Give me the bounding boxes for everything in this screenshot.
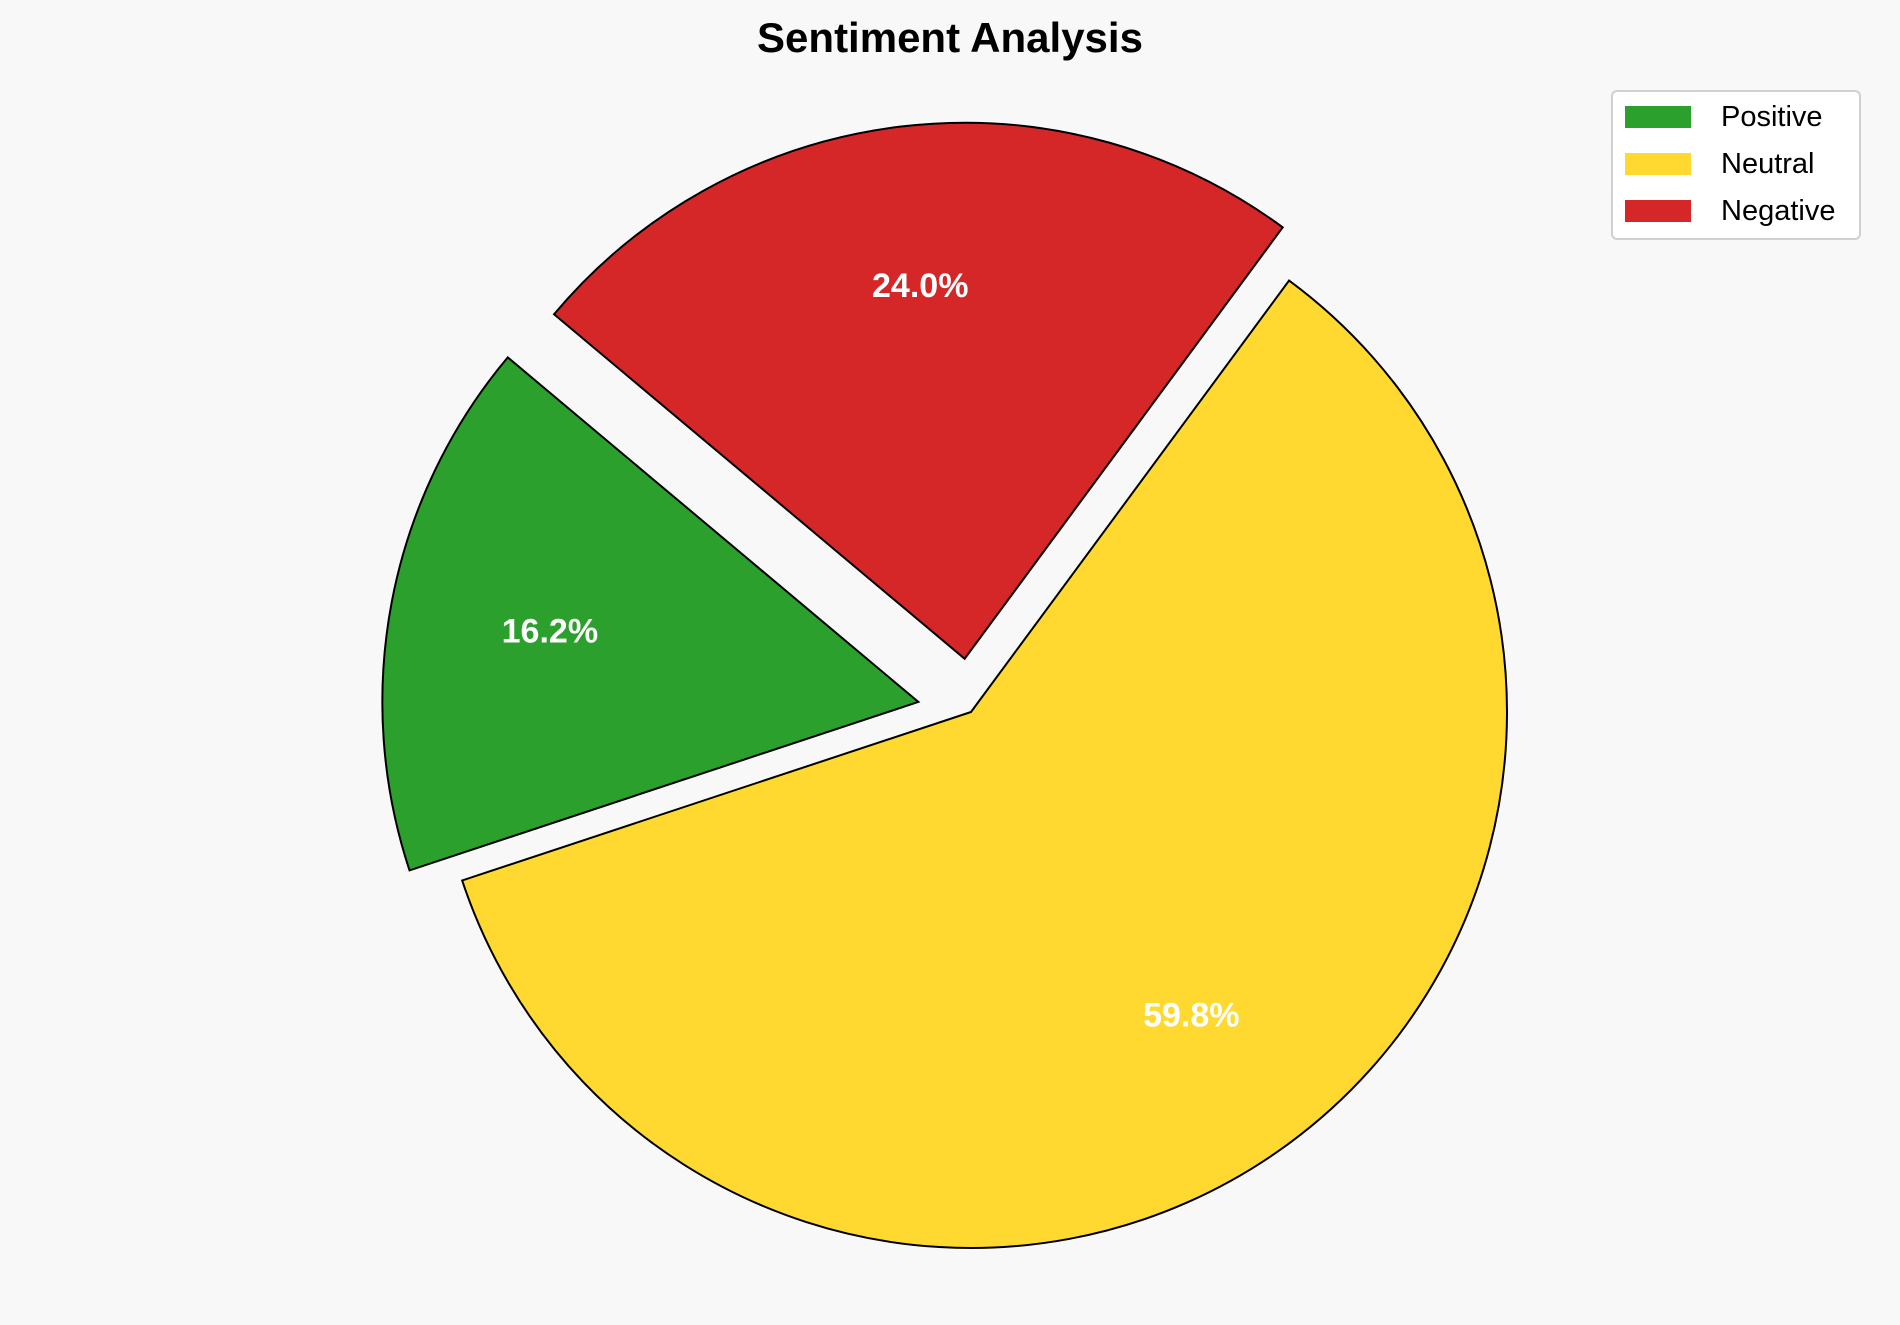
legend: Positive Neutral Negative — [1611, 90, 1861, 240]
pie-label-negative: 24.0% — [872, 267, 968, 305]
pie-slice-positive — [381, 355, 921, 872]
chart-title: Sentiment Analysis — [757, 14, 1143, 61]
legend-swatch-negative — [1625, 200, 1691, 222]
pie-slice-neutral — [460, 279, 1508, 1250]
pie-label-neutral: 59.8% — [1143, 997, 1239, 1035]
pie-label-positive: 16.2% — [502, 612, 598, 650]
pie-slice-negative — [552, 121, 1285, 661]
legend-swatch-neutral — [1625, 153, 1691, 175]
legend-item-neutral: Neutral — [1625, 147, 1815, 180]
legend-label-positive: Positive — [1721, 100, 1823, 133]
legend-swatch-positive — [1625, 106, 1691, 128]
legend-item-positive: Positive — [1625, 100, 1823, 133]
legend-label-neutral: Neutral — [1721, 147, 1815, 180]
legend-label-negative: Negative — [1721, 194, 1836, 227]
legend-item-negative: Negative — [1625, 194, 1836, 227]
